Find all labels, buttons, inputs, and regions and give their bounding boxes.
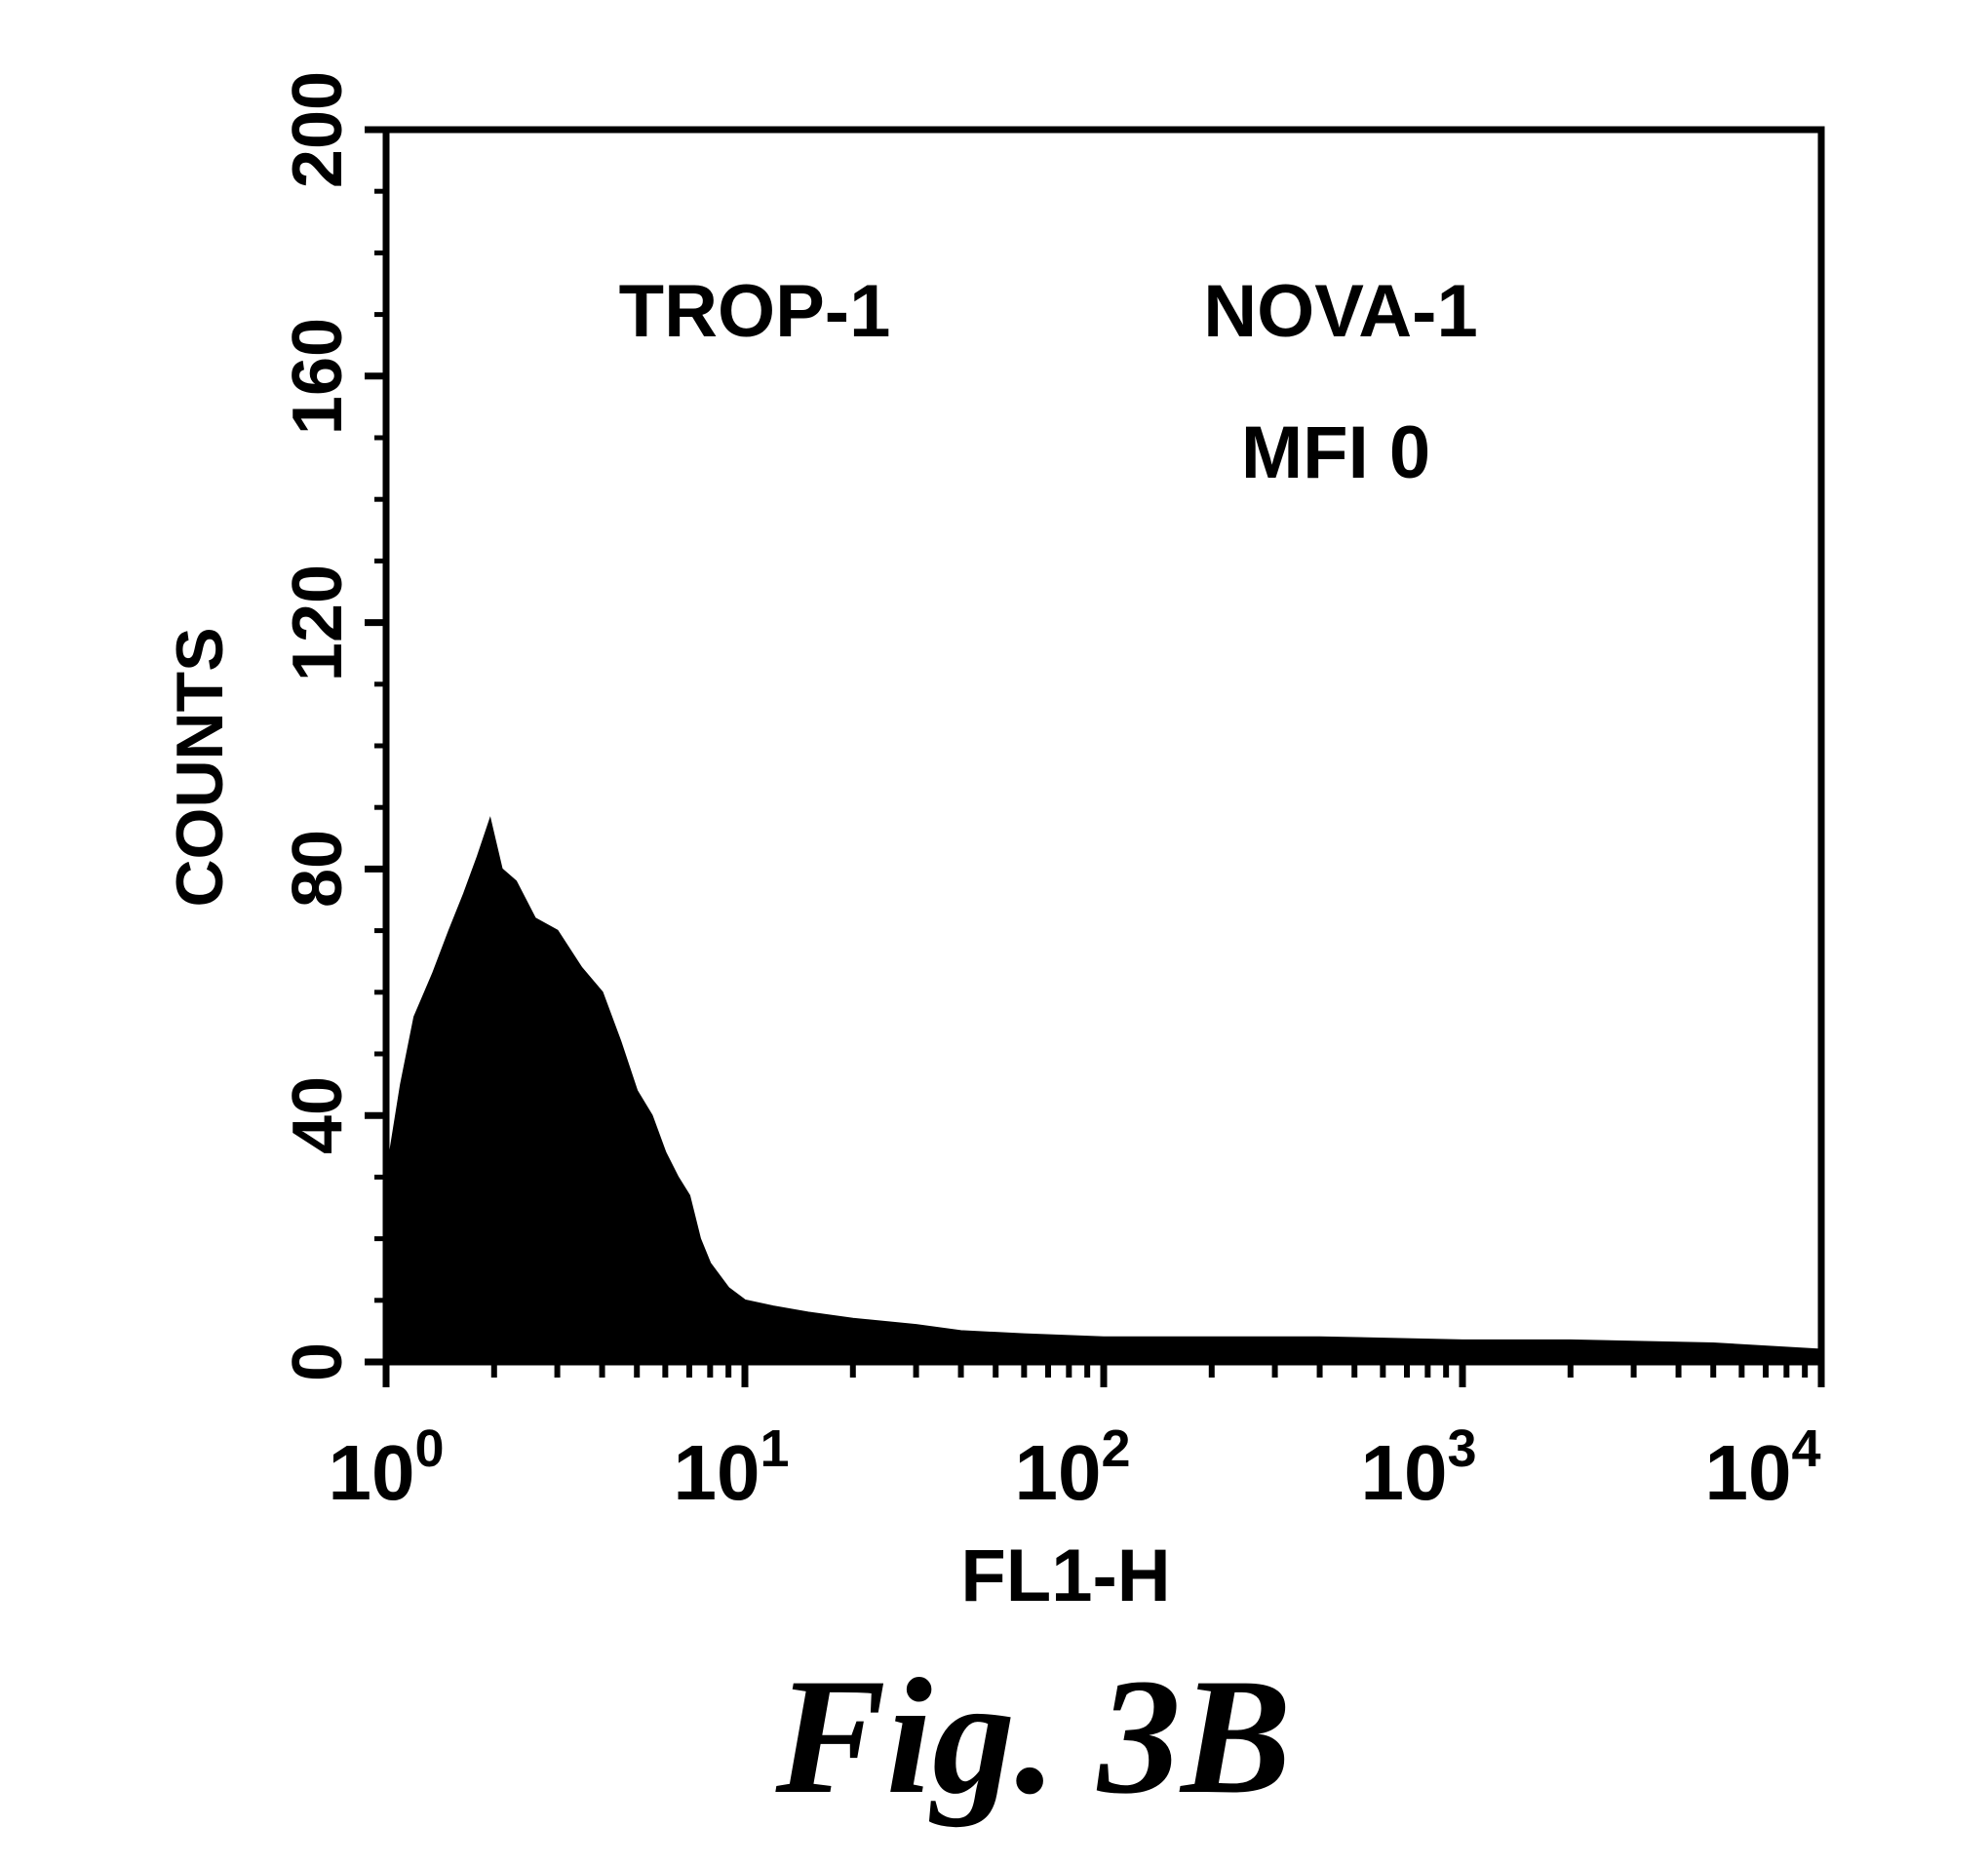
- x-tick-label-1e0: 100: [328, 1419, 444, 1516]
- x-tick-label-1e2: 102: [1014, 1419, 1130, 1516]
- x-tick-label-1e1: 101: [673, 1419, 789, 1516]
- x-tick-label-1e4: 104: [1704, 1419, 1820, 1516]
- y-axis-label: COUNTS: [163, 627, 237, 907]
- y-tick-label-80: 80: [279, 830, 357, 908]
- y-axis-ticks: [365, 130, 386, 1362]
- x-axis-ticks: [386, 1362, 1821, 1387]
- y-tick-label-40: 40: [279, 1076, 357, 1154]
- y-tick-label-200: 200: [279, 71, 357, 188]
- histogram-fill: [386, 820, 1821, 1362]
- annotation-trop-1: TROP-1: [619, 270, 891, 353]
- x-axis-label: FL1-H: [960, 1535, 1170, 1617]
- x-tick-label-1e3: 103: [1360, 1419, 1476, 1516]
- annotation-mfi: MFI 0: [1241, 411, 1430, 494]
- figure-caption: Fig. 3B: [774, 1645, 1291, 1828]
- y-tick-label-120: 120: [279, 564, 357, 681]
- y-tick-label-160: 160: [279, 318, 357, 435]
- y-tick-label-0: 0: [279, 1342, 357, 1381]
- annotation-nova-1: NOVA-1: [1203, 270, 1478, 353]
